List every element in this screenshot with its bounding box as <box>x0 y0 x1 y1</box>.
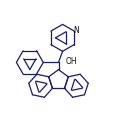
Text: N: N <box>73 26 79 35</box>
Text: OH: OH <box>66 57 78 66</box>
